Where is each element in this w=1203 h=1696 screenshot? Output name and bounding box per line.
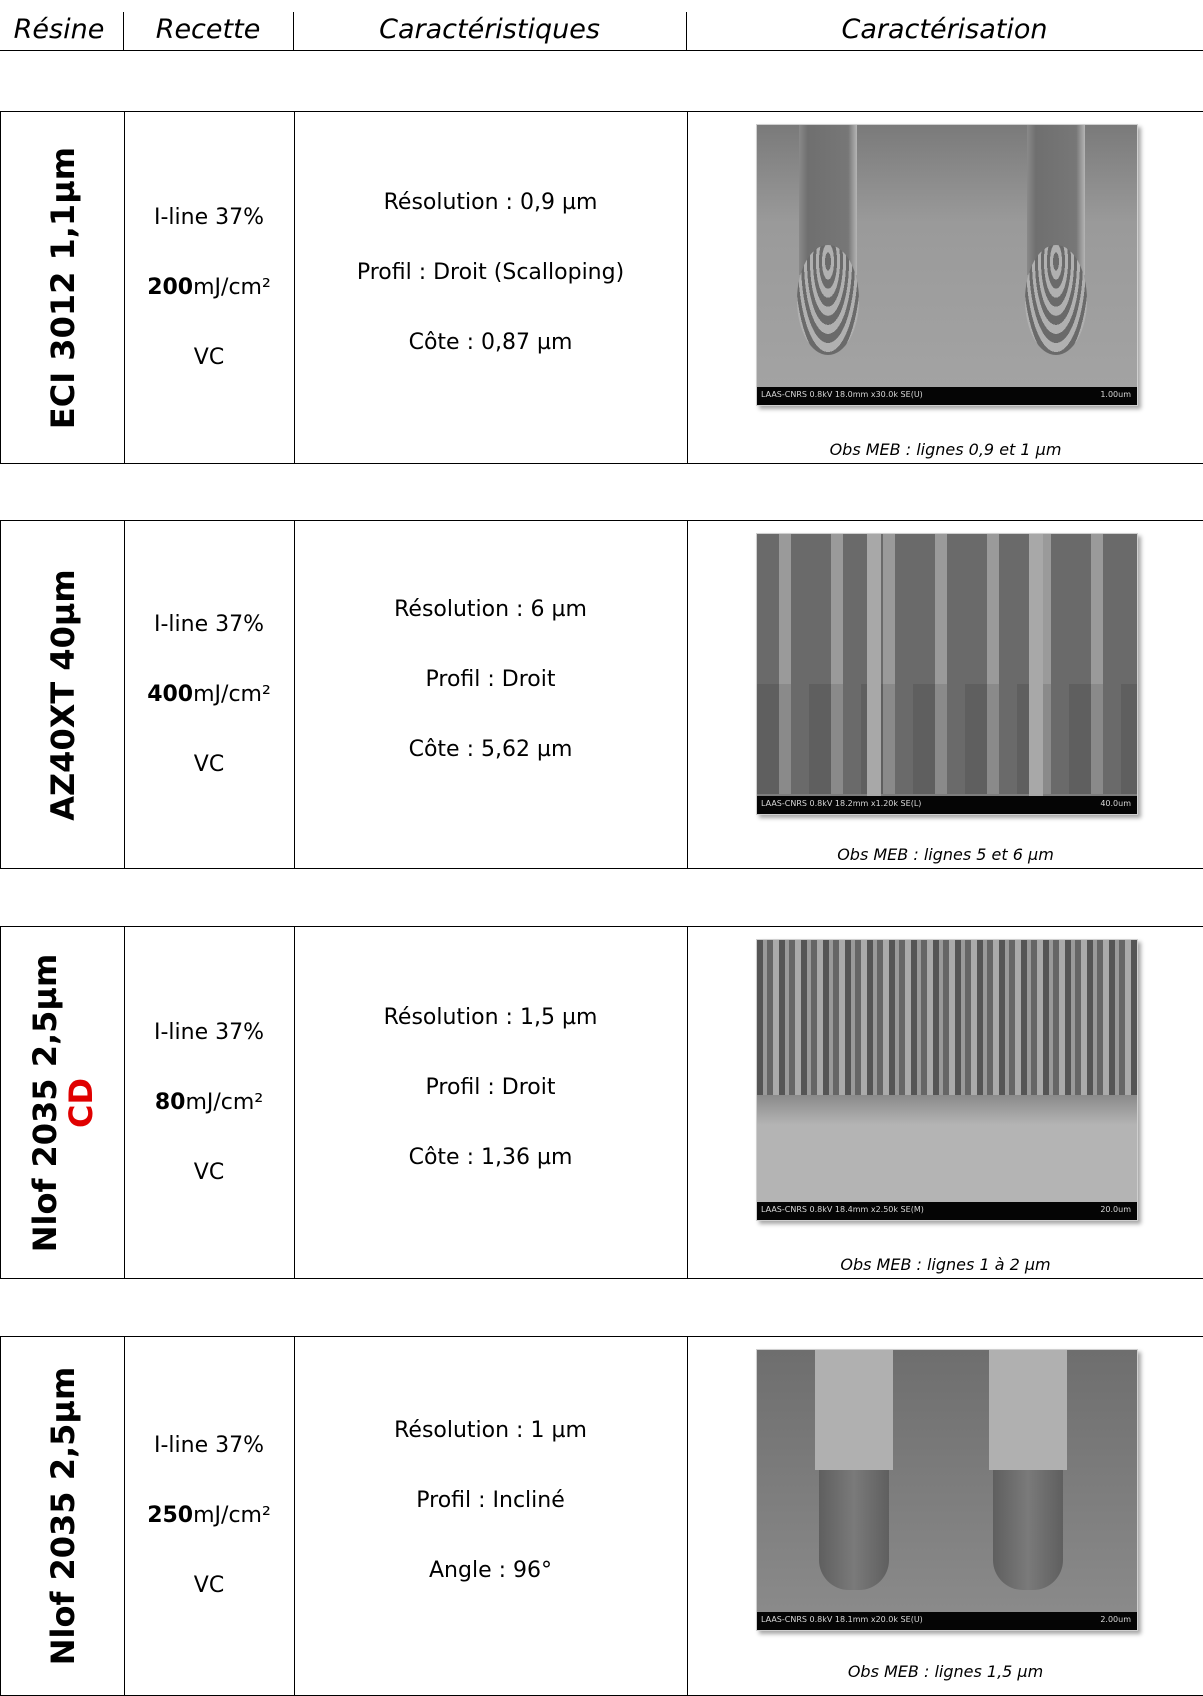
profile-text: Profil : Droit xyxy=(425,666,556,692)
dose-value: 80 xyxy=(154,1089,186,1115)
dimension-text: Côte : 1,36 µm xyxy=(408,1144,573,1170)
dose-line: 200mJ/cm² xyxy=(147,253,271,323)
exposure-line: I-line 37% xyxy=(153,1019,265,1045)
sem-scale: 1.00um xyxy=(1100,390,1131,399)
recipe-cell: I-line 37% 200mJ/cm² VC xyxy=(124,112,294,463)
resolution-text: Résolution : 6 µm xyxy=(394,596,587,622)
sem-image: LAAS-CNRS 0.8kV 18.0mm x30.0k SE(U) 1.00u… xyxy=(756,124,1138,406)
dose-value: 400 xyxy=(147,681,194,707)
sem-info: LAAS-CNRS 0.8kV 18.2mm x1.20k SE(L) xyxy=(761,799,922,808)
resin-cell: AZ40XT 40µm xyxy=(1,521,124,868)
angle-text: Angle : 96° xyxy=(429,1558,552,1583)
recipe-cell: I-line 37% 250mJ/cm² VC xyxy=(124,1337,294,1695)
sem-scale: 2.00um xyxy=(1100,1615,1131,1624)
header-divider xyxy=(293,12,294,50)
sem-info: LAAS-CNRS 0.8kV 18.1mm x20.0k SE(U) xyxy=(761,1615,923,1624)
resin-cell: Nlof 2035 2,5µm xyxy=(1,1337,124,1695)
resin-cell: Nlof 2035 2,5µm CD xyxy=(1,927,124,1278)
sem-image: LAAS-CNRS 0.8kV 18.1mm x20.0k SE(U) 2.00u… xyxy=(756,1349,1138,1631)
resolution-text: Résolution : 0,9 µm xyxy=(383,189,598,215)
develop-line: VC xyxy=(193,344,225,370)
image-caption: Obs MEB : lignes 1 à 2 µm xyxy=(840,1255,1051,1274)
table-row: Nlof 2035 2,5µm CD I-line 37% 80mJ/cm² VC… xyxy=(0,926,1203,1279)
dose-unit: mJ/cm² xyxy=(193,1503,271,1528)
table-header: Résine Recette Caractéristiques Caractér… xyxy=(0,0,1203,52)
dimension-text: Côte : 5,62 µm xyxy=(408,736,573,762)
dose-unit: mJ/cm² xyxy=(193,681,271,707)
resolution-text: Résolution : 1,5 µm xyxy=(383,1004,598,1030)
header-resine: Résine xyxy=(13,14,105,45)
header-divider xyxy=(686,12,687,50)
dimension-text: Côte : 0,87 µm xyxy=(408,329,573,355)
recipe-cell: I-line 37% 400mJ/cm² VC xyxy=(124,521,294,868)
develop-line: VC xyxy=(193,1573,225,1598)
characteristics-cell: Résolution : 1,5 µm Profil : Droit Côte … xyxy=(294,927,687,1278)
sem-info: LAAS-CNRS 0.8kV 18.0mm x30.0k SE(U) xyxy=(761,390,923,399)
characteristics-cell: Résolution : 6 µm Profil : Droit Côte : … xyxy=(294,521,687,868)
characterization-cell: LAAS-CNRS 0.8kV 18.2mm x1.20k SE(L) 40.0u… xyxy=(687,521,1203,868)
resin-cd-marker: CD xyxy=(61,1077,100,1128)
header-caracterisation: Caractérisation xyxy=(841,14,1048,45)
header-divider xyxy=(123,12,124,50)
sem-image: LAAS-CNRS 0.8kV 18.2mm x1.20k SE(L) 40.0u… xyxy=(756,533,1138,815)
resin-name: ECI 3012 1,1µm xyxy=(43,146,82,429)
develop-line: VC xyxy=(193,751,225,777)
image-caption: Obs MEB : lignes 5 et 6 µm xyxy=(837,845,1054,864)
dose-value: 250 xyxy=(147,1503,194,1528)
dose-unit: mJ/cm² xyxy=(193,274,271,300)
resin-name: Nlof 2035 2,5µm xyxy=(25,953,64,1252)
dose-value: 200 xyxy=(147,274,194,300)
resin-cell: ECI 3012 1,1µm xyxy=(1,112,124,463)
dose-line: 250mJ/cm² xyxy=(147,1481,271,1551)
sem-scale: 20.0um xyxy=(1100,1205,1131,1214)
profile-text: Profil : Droit xyxy=(425,1074,556,1100)
recipe-cell: I-line 37% 80mJ/cm² VC xyxy=(124,927,294,1278)
profile-text: Profil : Droit (Scalloping) xyxy=(356,259,625,285)
resin-name: AZ40XT 40µm xyxy=(43,568,82,821)
profile-text: Profil : Incliné xyxy=(416,1488,565,1513)
sem-image: LAAS-CNRS 0.8kV 18.4mm x2.50k SE(M) 20.0u… xyxy=(756,939,1138,1221)
develop-line: VC xyxy=(193,1159,225,1185)
exposure-line: I-line 37% xyxy=(153,204,265,230)
dose-line: 400mJ/cm² xyxy=(147,660,271,730)
header-underline xyxy=(0,50,1203,51)
resolution-text: Résolution : 1 µm xyxy=(394,1418,587,1443)
dose-unit: mJ/cm² xyxy=(185,1089,264,1115)
exposure-line: I-line 37% xyxy=(153,611,265,637)
table-row: ECI 3012 1,1µm I-line 37% 200mJ/cm² VC R… xyxy=(0,111,1203,464)
sem-info: LAAS-CNRS 0.8kV 18.4mm x2.50k SE(M) xyxy=(761,1205,924,1214)
characterization-cell: LAAS-CNRS 0.8kV 18.1mm x20.0k SE(U) 2.00u… xyxy=(687,1337,1203,1695)
characterization-cell: LAAS-CNRS 0.8kV 18.4mm x2.50k SE(M) 20.0u… xyxy=(687,927,1203,1278)
image-caption: Obs MEB : lignes 0,9 et 1 µm xyxy=(829,440,1062,459)
resin-name: Nlof 2035 2,5µm xyxy=(43,1366,82,1666)
header-recette: Recette xyxy=(155,14,261,45)
characteristics-cell: Résolution : 0,9 µm Profil : Droit (Scal… xyxy=(294,112,687,463)
dose-line: 80mJ/cm² xyxy=(155,1068,263,1138)
header-caracteristiques: Caractéristiques xyxy=(379,14,600,45)
characterization-cell: LAAS-CNRS 0.8kV 18.0mm x30.0k SE(U) 1.00u… xyxy=(687,112,1203,463)
characteristics-cell: Résolution : 1 µm Profil : Incliné Angle… xyxy=(294,1337,687,1695)
image-caption: Obs MEB : lignes 1,5 µm xyxy=(847,1662,1044,1681)
table-row: AZ40XT 40µm I-line 37% 400mJ/cm² VC Réso… xyxy=(0,520,1203,869)
table-row: Nlof 2035 2,5µm I-line 37% 250mJ/cm² VC … xyxy=(0,1336,1203,1696)
sem-scale: 40.0um xyxy=(1100,799,1131,808)
exposure-line: I-line 37% xyxy=(153,1433,265,1458)
